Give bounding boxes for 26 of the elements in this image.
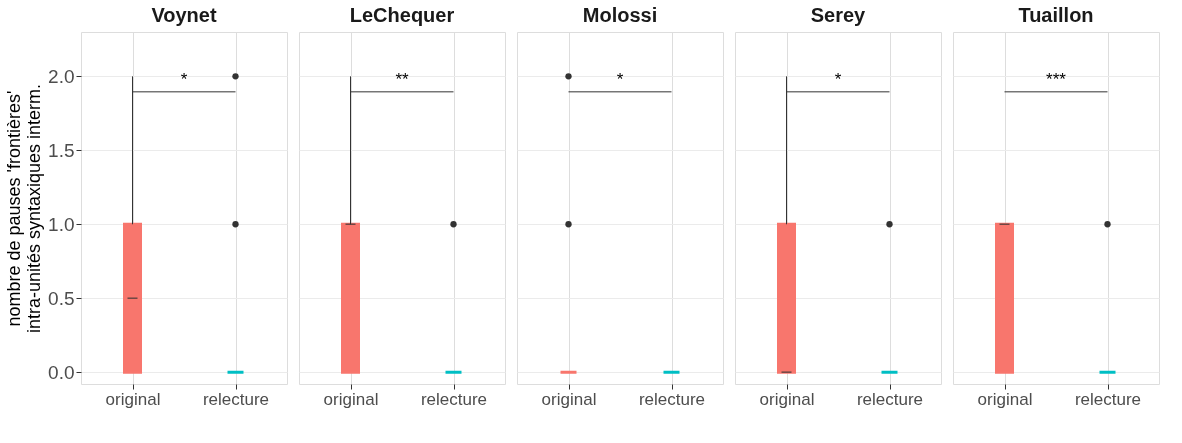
x-tick-label: relecture	[638, 389, 706, 409]
chart-title: Molossi	[582, 4, 658, 26]
annotation: *	[180, 69, 188, 89]
y-tick-label: 0.5	[48, 287, 75, 309]
chart-title: Voynet	[151, 4, 217, 26]
annotation: **	[395, 69, 409, 89]
annotation: *	[616, 69, 624, 89]
annotation: *	[834, 69, 842, 89]
y-tick-label: 1.0	[48, 213, 75, 235]
y-tick-label: 2.0	[48, 65, 75, 87]
y-axis-title: nombre de pauses 'frontières' intra-unités syntaxiques interm.	[4, 83, 45, 334]
x-tick-label: original	[759, 389, 815, 409]
chart-title: Serey	[810, 4, 867, 26]
x-tick-label: relecture	[202, 389, 270, 409]
x-tick-label: original	[977, 389, 1033, 409]
x-tick-label: relecture	[1074, 389, 1142, 409]
x-tick-label: original	[541, 389, 597, 409]
x-tick-label: original	[323, 389, 379, 409]
x-tick-label: relecture	[856, 389, 924, 409]
y-tick-label: 1.5	[48, 139, 75, 161]
x-tick-label: original	[105, 389, 161, 409]
annotation: ***	[1046, 69, 1067, 89]
y-tick-label: 0.0	[48, 361, 75, 383]
x-tick-label: relecture	[420, 389, 488, 409]
chart-title: LeChequer	[349, 4, 455, 26]
chart-title: Tuaillon	[1018, 4, 1094, 26]
